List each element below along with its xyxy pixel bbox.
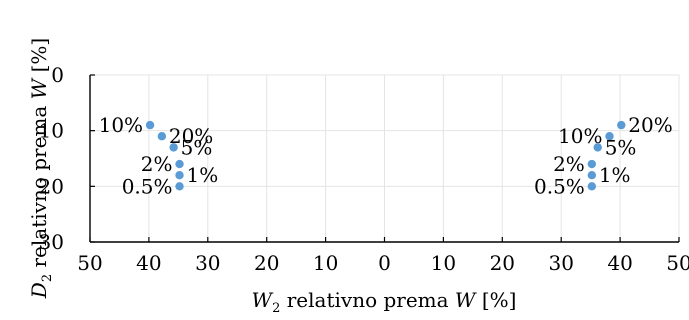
x-tick-label: 10	[431, 251, 456, 275]
x-tick-label: 40	[136, 251, 161, 275]
y-axis-ref: W	[27, 77, 51, 99]
point-label: 5%	[605, 135, 637, 159]
data-point	[587, 182, 597, 191]
point-label: 0.5%	[122, 174, 173, 198]
y-tick-label: 20	[39, 174, 64, 198]
axis-ticks: 50 40 30 20 10 0 10 20 30 40 50 0 10 20 30	[39, 63, 689, 275]
x-tick-label: 10	[313, 251, 338, 275]
x-axis-ref: W	[455, 288, 477, 312]
grid	[89, 74, 680, 243]
x-axis-var: W	[252, 288, 274, 312]
x-tick-label: 30	[548, 251, 573, 275]
point-label: 20%	[628, 113, 672, 137]
x-tick-label: 0	[378, 251, 391, 275]
data-point	[169, 143, 178, 152]
point-label: 10%	[99, 113, 143, 137]
data-point	[175, 171, 184, 180]
x-axis-mid: relativno prema	[280, 288, 455, 312]
x-tick-label: 20	[254, 251, 279, 275]
x-axis-unit: [%]	[475, 288, 516, 312]
x-tick-label: 30	[195, 251, 220, 275]
data-point	[587, 159, 597, 169]
data-point	[587, 171, 597, 180]
point-label: 5%	[181, 135, 213, 159]
x-axis-sub: 2	[272, 301, 280, 316]
data-point	[605, 132, 614, 141]
data-point	[157, 132, 167, 141]
data-point	[175, 182, 184, 191]
data-point	[175, 159, 184, 169]
y-tick-label: 30	[39, 230, 64, 254]
y-tick-label: 10	[39, 119, 64, 143]
point-label: 0.5%	[534, 174, 585, 198]
data-point	[617, 120, 626, 130]
y-axis-mid: relativno prema	[27, 99, 51, 274]
x-tick-label: 20	[490, 251, 515, 275]
x-tick-label: 50	[666, 251, 689, 275]
data-point	[593, 143, 602, 152]
y-axis-sub: 2	[40, 274, 55, 282]
data-point	[145, 120, 155, 130]
y-axis-label: D2 relativno prema W [%]	[27, 38, 55, 299]
x-axis-label: W2 relativno prema W [%]	[252, 288, 517, 316]
point-label: 2%	[141, 152, 173, 176]
y-tick-label: 0	[51, 63, 64, 87]
y-axis-unit: [%]	[27, 38, 51, 79]
x-tick-label: 50	[77, 251, 102, 275]
data-points: 10% 20%5%2% 1%0.5%20%10% 5%2% 1%0.5%	[99, 113, 673, 198]
y-axis-var: D	[27, 282, 51, 299]
point-label: 2%	[553, 152, 585, 176]
x-tick-label: 40	[607, 251, 632, 275]
point-label: 1%	[187, 163, 219, 187]
point-label: 1%	[599, 163, 631, 187]
